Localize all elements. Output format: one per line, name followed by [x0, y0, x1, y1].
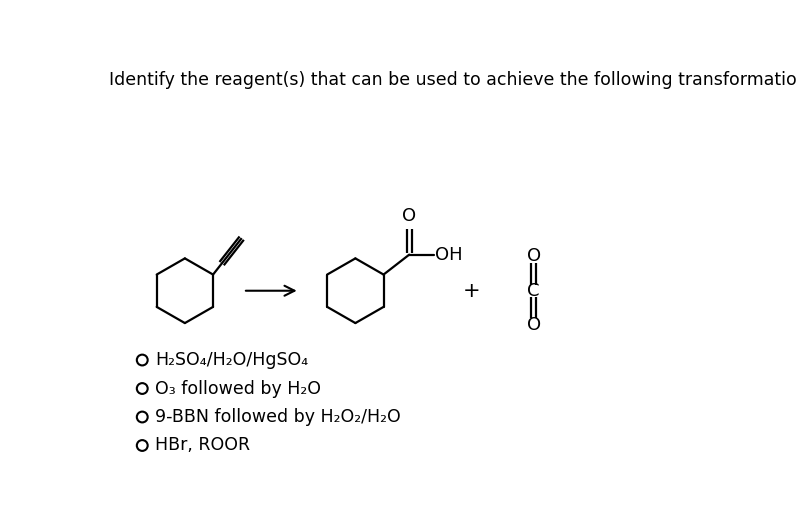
Text: OH: OH — [435, 246, 462, 264]
Text: HBr, ROOR: HBr, ROOR — [155, 436, 250, 454]
Text: Identify the reagent(s) that can be used to achieve the following transformation: Identify the reagent(s) that can be used… — [109, 71, 797, 89]
Text: O: O — [527, 247, 540, 265]
Text: H₂SO₄/H₂O/HgSO₄: H₂SO₄/H₂O/HgSO₄ — [155, 351, 308, 369]
Text: O: O — [402, 207, 416, 225]
Text: C: C — [528, 282, 540, 300]
Text: +: + — [463, 281, 481, 301]
Text: O₃ followed by H₂O: O₃ followed by H₂O — [155, 379, 321, 398]
Text: 9-BBN followed by H₂O₂/H₂O: 9-BBN followed by H₂O₂/H₂O — [155, 408, 401, 426]
Text: O: O — [527, 316, 540, 334]
